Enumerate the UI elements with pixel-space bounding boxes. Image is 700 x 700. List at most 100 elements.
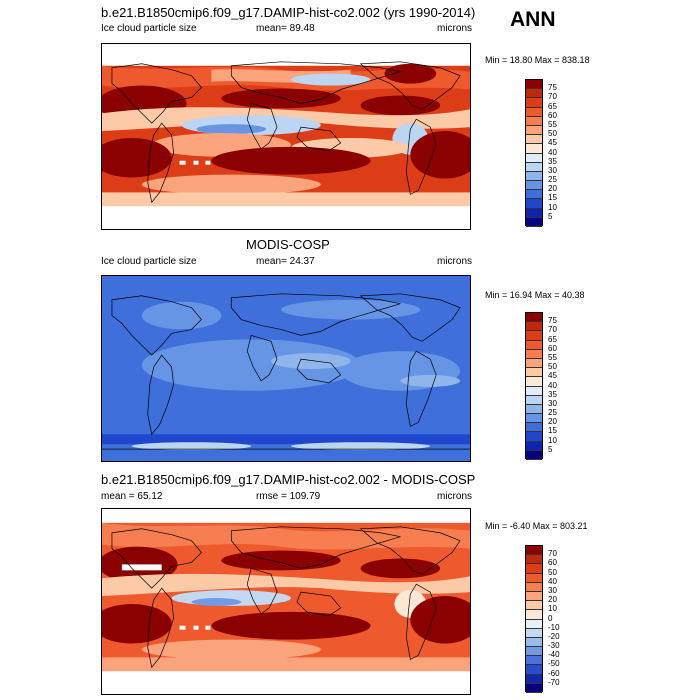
colorbar-tick-label: -50 — [548, 659, 560, 669]
panel2-map-svg — [102, 276, 470, 461]
panel3-mean-label: mean = 65.12 — [101, 491, 163, 502]
colorbar-tick-label: 60 — [548, 110, 557, 120]
colorbar-tick-label: 25 — [548, 408, 557, 418]
panel3-rmse-label: rmse = 109.79 — [256, 491, 321, 502]
colorbar-swatch — [526, 386, 542, 396]
colorbar-swatch — [526, 98, 542, 108]
colorbar-swatch — [526, 171, 542, 182]
colorbar-tick-label: 60 — [548, 343, 557, 353]
colorbar-swatch — [526, 628, 542, 638]
colorbar-tick-label: 50 — [548, 567, 557, 577]
panel2-map — [101, 275, 471, 462]
colorbar-tick-label: 15 — [548, 193, 557, 203]
panel2-variable-label: Ice cloud particle size — [101, 256, 197, 267]
colorbar-swatch — [526, 116, 542, 126]
panel1-variable-label: Ice cloud particle size — [101, 23, 197, 34]
colorbar-swatch — [526, 610, 542, 620]
colorbar-tick-label: -20 — [548, 631, 560, 641]
colorbar-tick-label: 45 — [548, 138, 557, 148]
colorbar-swatch — [526, 162, 542, 172]
colorbar-swatch — [526, 674, 542, 684]
colorbar-swatch — [526, 404, 542, 415]
colorbar-swatch — [526, 153, 542, 163]
panel1-colorbar — [525, 79, 543, 227]
colorbar-swatch — [526, 217, 542, 227]
colorbar-swatch — [526, 208, 542, 218]
colorbar-swatch — [526, 683, 542, 693]
colorbar-tick-label: 70 — [548, 549, 557, 559]
panel3-map-svg — [102, 509, 470, 694]
colorbar-tick-label: 10 — [548, 604, 557, 614]
colorbar-swatch — [526, 368, 542, 378]
colorbar-tick-label: 50 — [548, 362, 557, 372]
colorbar-tick-label: -60 — [548, 668, 560, 678]
colorbar-swatch — [526, 414, 542, 424]
colorbar-swatch — [526, 546, 542, 556]
colorbar-swatch — [526, 423, 542, 433]
panel1-minmax: Min = 18.80 Max = 838.18 — [485, 55, 590, 65]
colorbar-swatch — [526, 349, 542, 359]
colorbar-swatch — [526, 665, 542, 675]
colorbar-swatch — [526, 181, 542, 191]
panel2-title: MODIS-COSP — [246, 237, 330, 252]
colorbar-tick-label: 70 — [548, 92, 557, 102]
colorbar-swatch — [526, 619, 542, 629]
colorbar-swatch — [526, 637, 542, 648]
colorbar-swatch — [526, 647, 542, 657]
colorbar-tick-label: 30 — [548, 165, 557, 175]
colorbar-tick-label: -40 — [548, 650, 560, 660]
colorbar-tick-label: 30 — [548, 585, 557, 595]
colorbar-tick-label: 50 — [548, 129, 557, 139]
colorbar-tick-label: 40 — [548, 380, 557, 390]
colorbar-tick-label: 35 — [548, 389, 557, 399]
colorbar-tick-label: -70 — [548, 677, 560, 687]
colorbar-swatch — [526, 322, 542, 332]
colorbar-tick-label: 0 — [548, 613, 553, 623]
colorbar-swatch — [526, 656, 542, 666]
colorbar-tick-label: 10 — [548, 202, 557, 212]
panel2-colorbar — [525, 312, 543, 460]
colorbar-swatch — [526, 441, 542, 451]
colorbar-tick-label: 5 — [548, 444, 553, 454]
panel1-title: b.e21.B1850cmip6.f09_g17.DAMIP-hist-co2.… — [101, 5, 476, 20]
colorbar-swatch — [526, 450, 542, 460]
panel2-minmax: Min = 16.94 Max = 40.38 — [485, 290, 585, 300]
colorbar-swatch — [526, 573, 542, 583]
panel1-map — [101, 43, 471, 230]
colorbar-swatch — [526, 80, 542, 90]
panel1-units-label: microns — [437, 23, 473, 34]
colorbar-swatch — [526, 601, 542, 611]
colorbar-swatch — [526, 107, 542, 117]
colorbar-tick-label: 60 — [548, 558, 557, 568]
colorbar-swatch — [526, 395, 542, 405]
colorbar-tick-label: 70 — [548, 325, 557, 335]
panel1-map-svg — [102, 44, 470, 229]
colorbar-swatch — [526, 144, 542, 154]
colorbar-tick-label: 25 — [548, 175, 557, 185]
colorbar-swatch — [526, 555, 542, 565]
colorbar-tick-label: 75 — [548, 316, 557, 326]
colorbar-tick-label: 15 — [548, 426, 557, 436]
season-label: ANN — [510, 8, 556, 31]
colorbar-swatch — [526, 125, 542, 136]
colorbar-tick-label: 40 — [548, 576, 557, 586]
panel1-mean-label: mean= 89.48 — [256, 23, 315, 34]
colorbar-tick-label: 35 — [548, 156, 557, 166]
colorbar-tick-label: 65 — [548, 334, 557, 344]
colorbar-tick-label: 5 — [548, 211, 553, 221]
colorbar-tick-label: -10 — [548, 622, 560, 632]
colorbar-tick-label: 65 — [548, 101, 557, 111]
colorbar-swatch — [526, 582, 542, 592]
panel2-units-label: microns — [437, 256, 473, 267]
colorbar-tick-label: 40 — [548, 147, 557, 157]
colorbar-swatch — [526, 313, 542, 323]
colorbar-swatch — [526, 591, 542, 602]
colorbar-tick-label: -30 — [548, 641, 560, 651]
panel3-map — [101, 508, 471, 695]
panel3-colorbar — [525, 545, 543, 693]
colorbar-swatch — [526, 199, 542, 209]
colorbar-swatch — [526, 331, 542, 341]
panel2-mean-label: mean= 24.37 — [256, 256, 315, 267]
colorbar-swatch — [526, 135, 542, 145]
colorbar-swatch — [526, 358, 542, 369]
